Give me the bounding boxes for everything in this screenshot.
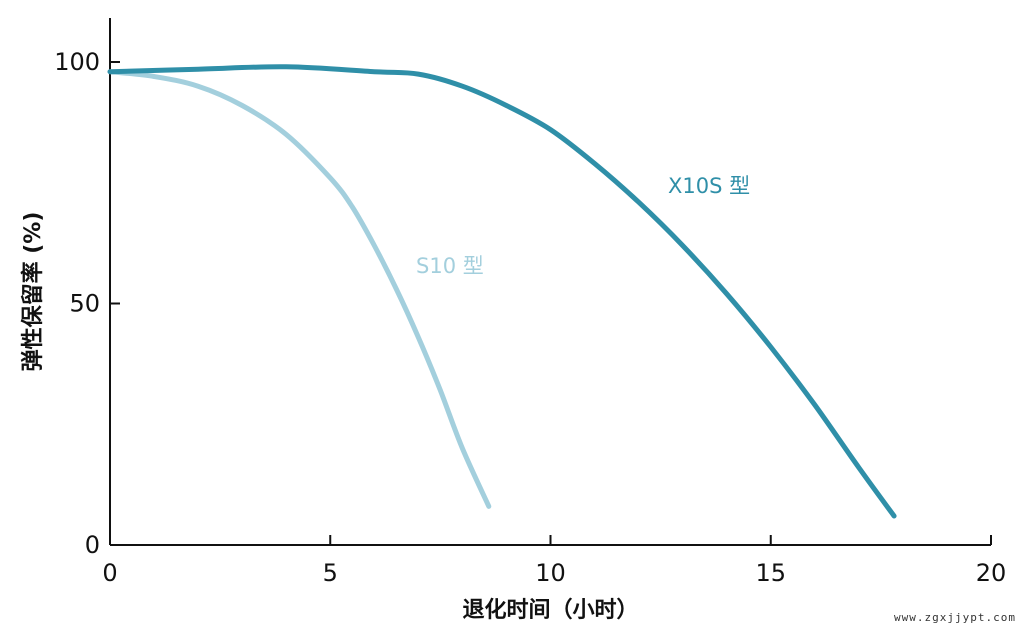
x-tick-label: 20	[976, 559, 1007, 587]
series-line-s10	[107, 69, 492, 509]
y-tick-label: 50	[69, 290, 100, 318]
y-tick-label: 0	[85, 531, 100, 559]
series-layer	[107, 64, 897, 519]
x-tick-label: 5	[323, 559, 338, 587]
x-axis-title: 退化时间（小时）	[462, 597, 638, 623]
axes: 0 5 10 15 20 0 50 100	[54, 18, 1006, 587]
x-tick-label: 15	[755, 559, 786, 587]
watermark-text: www.zgxjjypt.com	[894, 611, 1016, 624]
series-label-s10: S10 型	[416, 254, 484, 278]
x-tick-label: 0	[102, 559, 117, 587]
series-line-x10s	[107, 64, 897, 519]
y-axis-title: 弹性保留率 (%)	[20, 212, 46, 372]
y-tick-label: 100	[54, 48, 100, 76]
x-tick-label: 10	[535, 559, 566, 587]
series-label-x10s: X10S 型	[668, 174, 750, 198]
